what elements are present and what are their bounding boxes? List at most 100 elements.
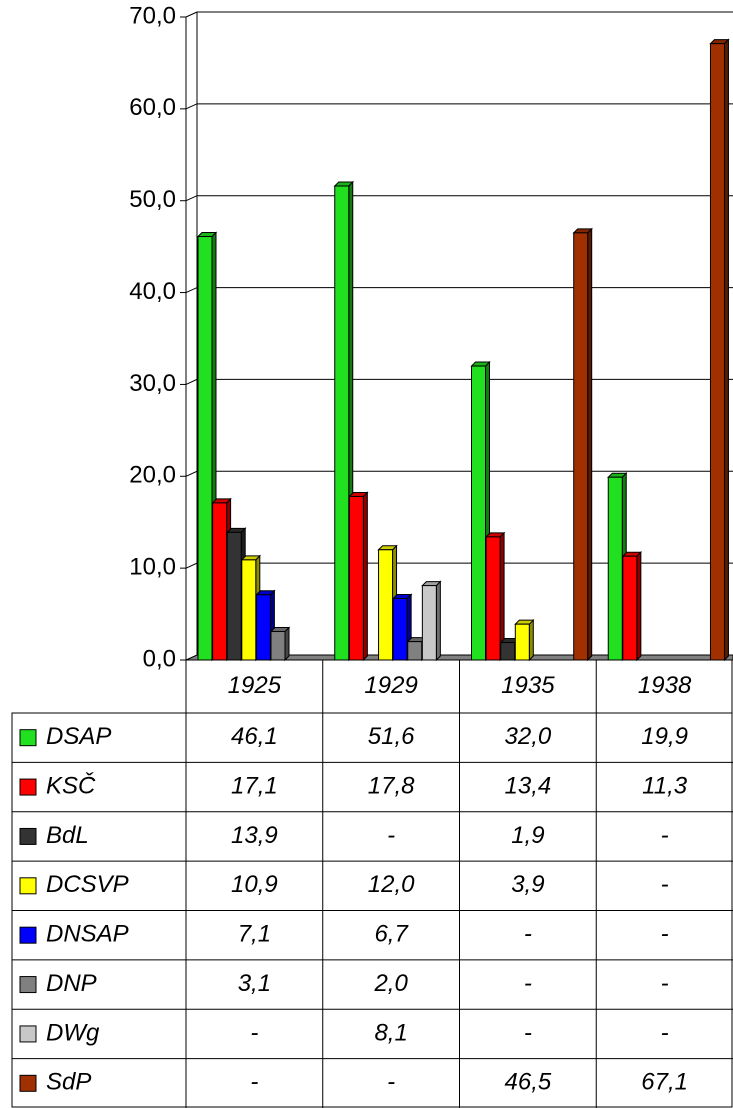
bar [226, 531, 242, 661]
bar-side [435, 580, 441, 662]
bar-side [587, 227, 593, 662]
grid-line [185, 11, 733, 18]
legend-label: DWg [46, 1019, 100, 1046]
x-tick-label: 1935 [501, 672, 555, 699]
legend-swatch [19, 877, 37, 895]
legend-swatch [19, 1025, 37, 1043]
table-value: 3,9 [511, 871, 544, 898]
legend-swatch [19, 729, 37, 747]
bar-side [362, 491, 368, 662]
legend-swatch [19, 926, 37, 944]
table-value: 10,9 [231, 871, 278, 898]
table-value: - [661, 921, 669, 948]
bar-top [470, 361, 491, 367]
table-value: - [661, 1019, 669, 1046]
grid-line [185, 470, 733, 477]
bar [421, 585, 437, 661]
table-value: 46,5 [505, 1069, 552, 1096]
table-value: 51,6 [368, 723, 415, 750]
legend-label: DNSAP [46, 921, 129, 948]
bar [471, 365, 486, 661]
table-value: - [524, 921, 532, 948]
bar-top [333, 181, 354, 187]
table-value: 6,7 [374, 921, 409, 948]
bar [378, 549, 394, 661]
bar [607, 476, 623, 661]
legend-label: BdL [46, 822, 89, 849]
bar [270, 631, 286, 661]
legend-label: KSČ [46, 771, 96, 799]
bar-top [514, 619, 535, 625]
bar [255, 594, 271, 661]
table-value: 11,3 [642, 772, 688, 799]
legend-swatch [19, 827, 37, 845]
legend-label: DNP [46, 970, 97, 997]
table-value: 13,4 [505, 772, 552, 799]
bar [241, 559, 257, 661]
table-value: 67,1 [641, 1069, 688, 1096]
y-tick-label: 20,0 [129, 462, 176, 489]
bar-top [421, 581, 442, 587]
bar-top [377, 545, 398, 551]
legend-label: DSAP [46, 723, 111, 750]
bar [514, 623, 530, 661]
x-tick-label: 1938 [638, 672, 692, 699]
bar-top [391, 593, 413, 599]
y-tick-label: 50,0 [129, 186, 176, 213]
table-value: 3,1 [238, 970, 271, 997]
table-value: - [524, 970, 532, 997]
x-tick-label: 1929 [364, 672, 417, 699]
bar [392, 597, 408, 661]
bar-top [211, 498, 232, 504]
bar [573, 232, 589, 661]
table-value: - [387, 822, 395, 849]
bar [485, 536, 501, 661]
bar-top [709, 39, 730, 45]
table-value: - [387, 1069, 395, 1096]
table-value: - [250, 1019, 258, 1046]
table-value: 2,0 [373, 970, 408, 997]
bar-side [636, 550, 642, 662]
legend-swatch [19, 976, 37, 994]
x-tick-label: 1925 [228, 672, 282, 699]
bar [500, 642, 516, 661]
grid-line [185, 562, 733, 569]
table-value: - [661, 822, 669, 849]
table-value: 7,1 [238, 921, 271, 948]
bar-top [225, 527, 247, 533]
bar-side [723, 38, 729, 662]
grid-line [185, 103, 733, 110]
legend-swatch [19, 1074, 37, 1092]
table-value: 8,1 [374, 1019, 407, 1046]
bar [622, 555, 638, 661]
y-tick-label: 10,0 [129, 553, 176, 580]
table-value: 17,1 [231, 772, 278, 799]
y-tick-label: 0,0 [143, 645, 176, 672]
bar [709, 43, 725, 661]
bar [197, 236, 213, 661]
bar-top [196, 232, 218, 238]
table-value: - [661, 970, 669, 997]
table-value: 12,0 [368, 871, 415, 898]
bar-top [240, 555, 262, 561]
bar-top [572, 228, 593, 234]
bar [407, 641, 423, 661]
table-value: 46,1 [231, 723, 278, 750]
table-value: - [250, 1069, 258, 1096]
table-value: - [524, 1019, 532, 1046]
legend-swatch [19, 778, 37, 796]
bar-top [621, 551, 643, 557]
legend-label: SdP [46, 1069, 91, 1096]
table-value: 1,9 [511, 822, 544, 849]
y-tick-label: 30,0 [129, 370, 176, 397]
grid-line [185, 287, 733, 294]
y-tick-label: 70,0 [129, 2, 176, 29]
table-value: 17,8 [368, 772, 415, 799]
bar [334, 185, 350, 661]
y-tick-label: 60,0 [129, 94, 176, 121]
bar [348, 495, 364, 661]
bar-side [284, 626, 290, 662]
grid-line [185, 378, 733, 385]
grid-line [185, 195, 733, 202]
